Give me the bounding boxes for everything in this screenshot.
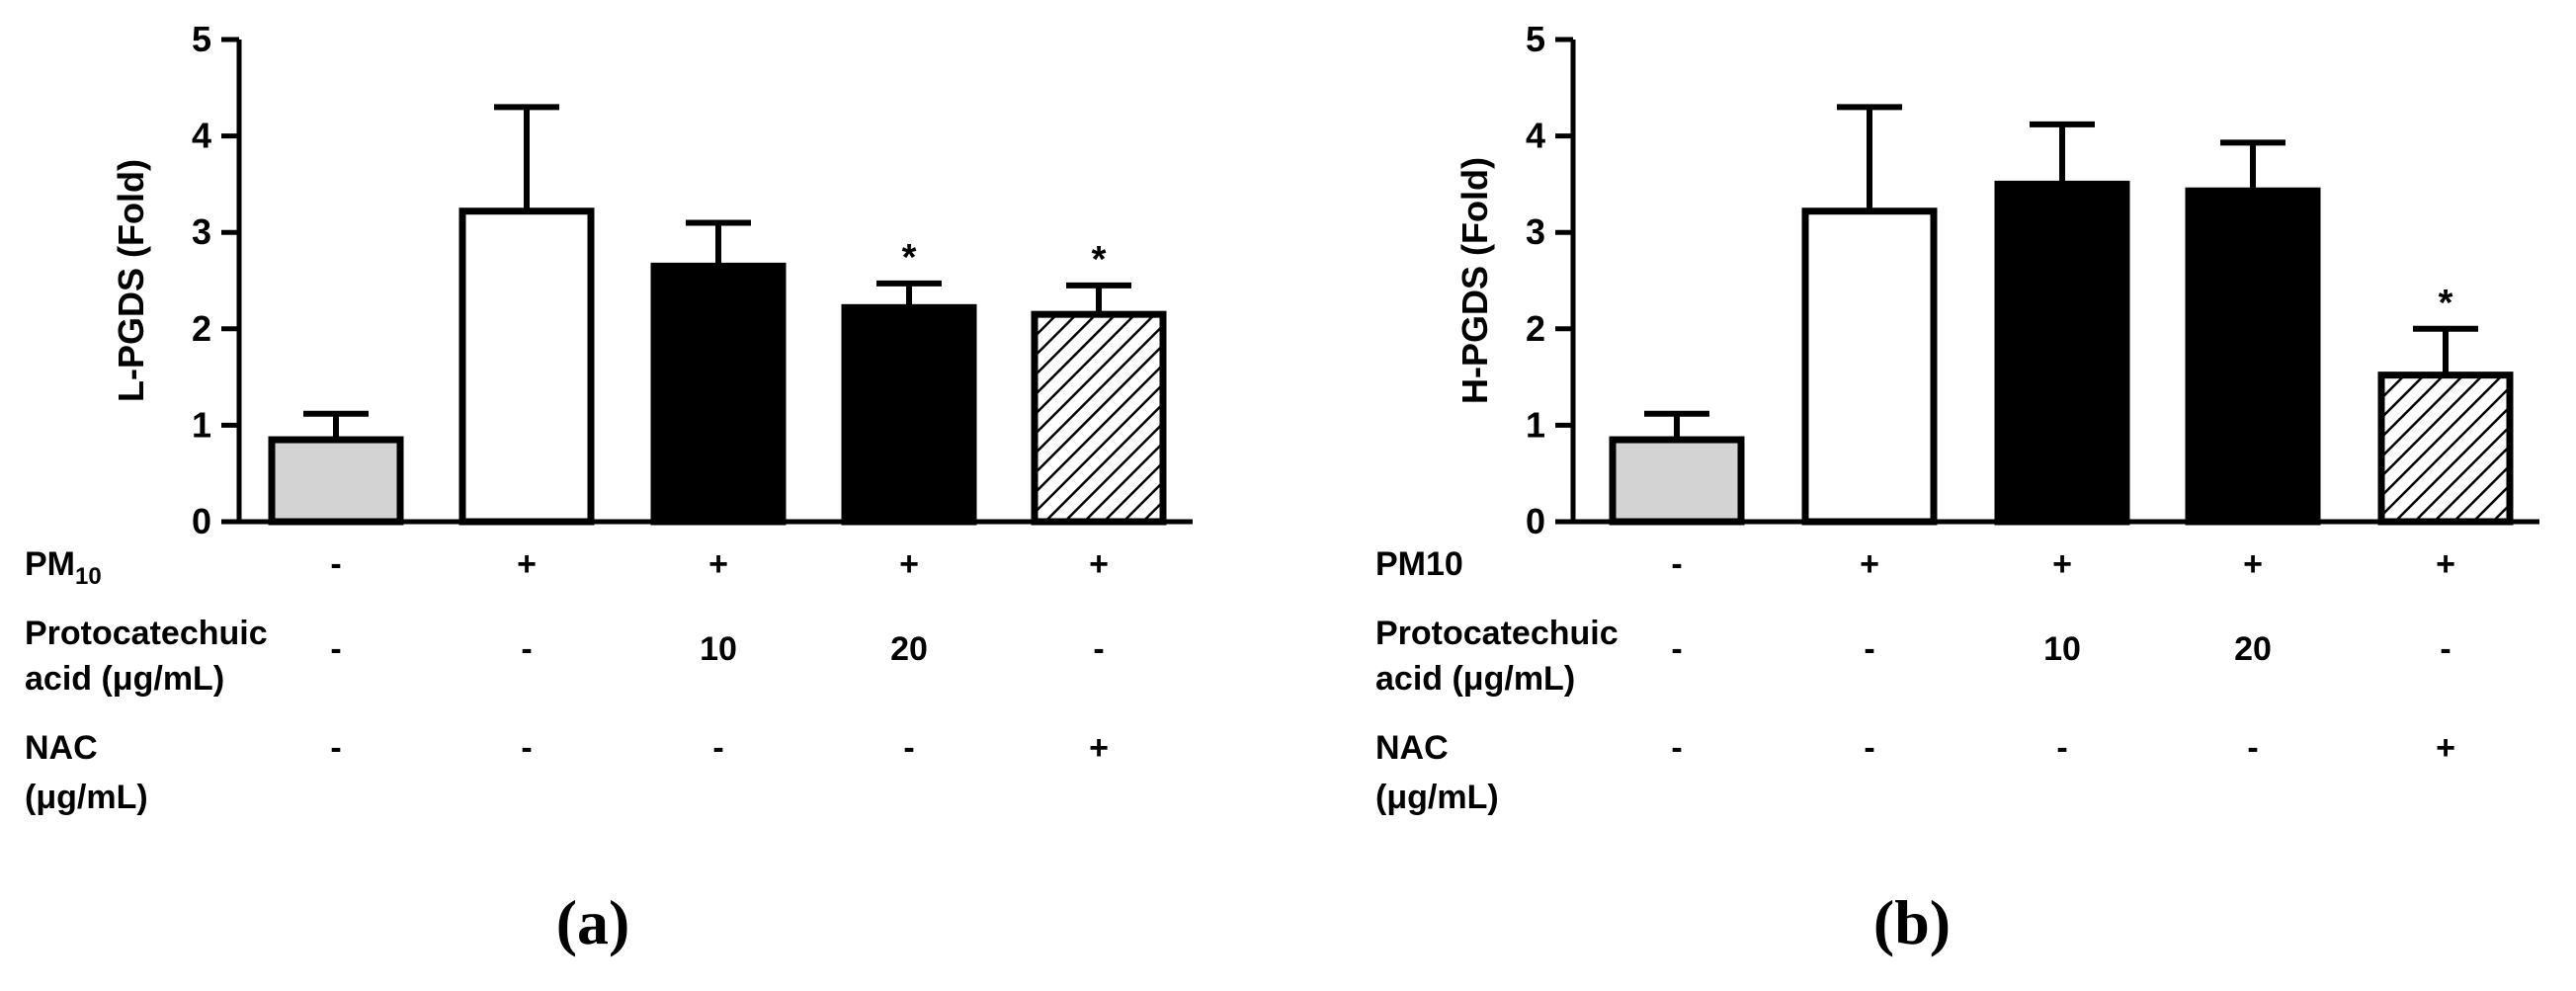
row-label-line2: acid (μg/mL) bbox=[25, 660, 224, 698]
row-value: + bbox=[2436, 729, 2455, 767]
row-value: - bbox=[712, 729, 723, 767]
row-label-subscript: 10 bbox=[75, 563, 102, 590]
row-label: PM10 bbox=[1375, 545, 1463, 583]
bar bbox=[841, 303, 977, 526]
significance-marker: * bbox=[902, 237, 917, 279]
row-value: - bbox=[330, 729, 341, 767]
significance-marker: * bbox=[1092, 239, 1107, 281]
y-tick-label: 5 bbox=[1526, 19, 1545, 59]
row-label: NAC bbox=[1375, 729, 1449, 767]
row-value: - bbox=[330, 545, 341, 583]
row-value: - bbox=[521, 630, 532, 668]
row-value: + bbox=[2243, 545, 2263, 583]
row-value: + bbox=[1089, 729, 1109, 767]
bar bbox=[268, 436, 404, 526]
chart-panel-b: 0 1 2 3 4 5 H-PGDS (Fold) * PM10 - + + + + Protocatech… bbox=[1375, 19, 2539, 957]
bar bbox=[1801, 207, 1938, 526]
row-label-text: NAC bbox=[1375, 729, 1449, 767]
row-value: + bbox=[1089, 545, 1109, 583]
bar bbox=[650, 262, 787, 526]
bar bbox=[2185, 187, 2321, 526]
y-axis-label: L-PGDS (Fold) bbox=[111, 159, 151, 402]
row-label-text: PM10 bbox=[1375, 545, 1463, 583]
row-value: - bbox=[903, 729, 914, 767]
row-value: 10 bbox=[700, 630, 737, 668]
y-tick-label: 5 bbox=[192, 19, 211, 59]
y-tick-label: 0 bbox=[192, 501, 211, 541]
y-tick-label: 2 bbox=[1526, 308, 1545, 349]
row-label-line2: (μg/mL) bbox=[1375, 779, 1499, 816]
panel-caption: (b) bbox=[1873, 887, 1951, 957]
bar bbox=[1994, 180, 2130, 526]
row-label-line2: acid (μg/mL) bbox=[1375, 660, 1575, 698]
y-tick-label: 4 bbox=[192, 116, 211, 156]
row-value: - bbox=[330, 630, 341, 668]
row-value: - bbox=[1864, 630, 1874, 668]
row-label: NAC bbox=[25, 729, 98, 767]
panel-caption: (a) bbox=[556, 887, 630, 957]
y-axis-label: H-PGDS (Fold) bbox=[1454, 157, 1495, 404]
row-value: + bbox=[2436, 545, 2455, 583]
row-value: - bbox=[1671, 545, 1682, 583]
row-value: + bbox=[1860, 545, 1879, 583]
bar bbox=[1609, 436, 1745, 526]
row-label: Protocatechuic bbox=[25, 615, 268, 652]
row-value: 10 bbox=[2043, 630, 2081, 668]
y-tick-label: 1 bbox=[1526, 404, 1545, 445]
row-value: + bbox=[708, 545, 728, 583]
row-label-text: NAC bbox=[25, 729, 98, 767]
row-value: 20 bbox=[890, 630, 928, 668]
row-value: - bbox=[1671, 729, 1682, 767]
row-label-text: Protocatechuic bbox=[1375, 615, 1619, 652]
row-label-text: PM bbox=[25, 545, 75, 583]
row-label: PM10 bbox=[25, 545, 102, 590]
y-tick-label: 3 bbox=[192, 211, 211, 252]
row-value: - bbox=[2056, 729, 2067, 767]
row-value: + bbox=[2052, 545, 2072, 583]
row-value: - bbox=[1671, 630, 1682, 668]
bar bbox=[1031, 310, 1167, 526]
row-value: - bbox=[521, 729, 532, 767]
row-value: - bbox=[1864, 729, 1874, 767]
row-value: 20 bbox=[2234, 630, 2272, 668]
row-label: Protocatechuic bbox=[1375, 615, 1619, 652]
row-label-text: Protocatechuic bbox=[25, 615, 268, 652]
y-tick-label: 1 bbox=[192, 404, 211, 445]
row-label-line2: (μg/mL) bbox=[25, 779, 148, 816]
row-value: - bbox=[1093, 630, 1104, 668]
row-value: + bbox=[899, 545, 919, 583]
bar bbox=[458, 207, 595, 526]
row-value: - bbox=[2247, 729, 2258, 767]
bar bbox=[2377, 372, 2514, 526]
row-value: - bbox=[2440, 630, 2451, 668]
y-tick-label: 2 bbox=[192, 308, 211, 349]
y-tick-label: 0 bbox=[1526, 501, 1545, 541]
row-value: + bbox=[517, 545, 537, 583]
significance-marker: * bbox=[2439, 283, 2453, 324]
y-tick-label: 3 bbox=[1526, 211, 1545, 252]
y-tick-label: 4 bbox=[1526, 116, 1545, 156]
